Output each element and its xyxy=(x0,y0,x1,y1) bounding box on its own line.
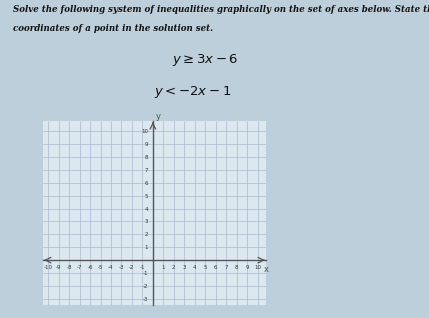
Text: Solve the following system of inequalities graphically on the set of axes below.: Solve the following system of inequaliti… xyxy=(13,5,429,14)
Text: x: x xyxy=(263,265,269,274)
Text: y: y xyxy=(156,112,161,121)
Text: $y \geq 3x - 6$: $y \geq 3x - 6$ xyxy=(172,52,238,68)
Text: coordinates of a point in the solution set.: coordinates of a point in the solution s… xyxy=(13,24,213,33)
Text: $y < -2x - 1$: $y < -2x - 1$ xyxy=(154,84,232,100)
